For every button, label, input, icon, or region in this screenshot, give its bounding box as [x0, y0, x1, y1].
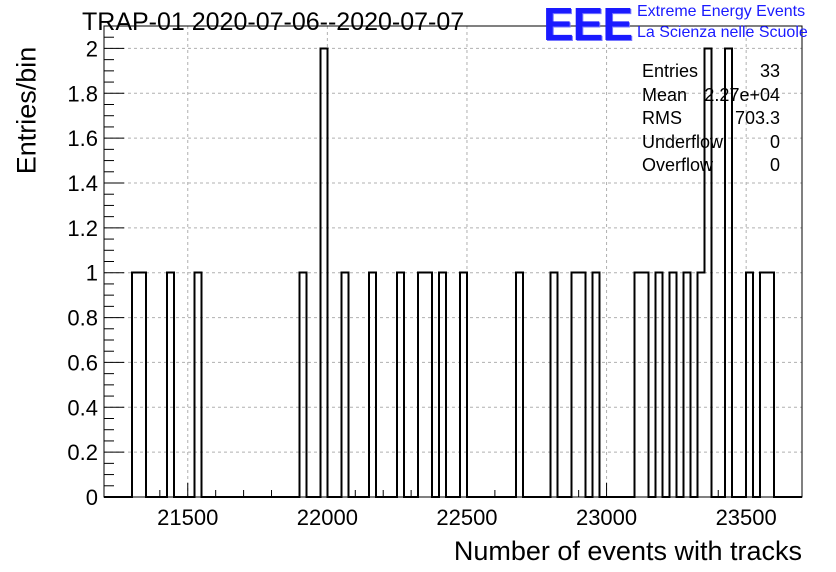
stats-value: 33	[759, 61, 780, 81]
stats-label: Mean	[642, 84, 688, 105]
x-axis-label: Number of events with tracks	[453, 536, 802, 566]
stats-label: Entries	[642, 61, 699, 81]
histogram-outline	[104, 47, 802, 498]
stats-value: 703.3	[734, 108, 780, 128]
y-tick-label: 0.4	[67, 395, 98, 420]
stats-value: 0	[769, 155, 780, 175]
y-tick-label: 1	[86, 261, 98, 286]
y-tick-label: 0.2	[67, 440, 98, 465]
histogram-line	[104, 47, 802, 498]
logo-line-1: Extreme Energy Events	[637, 3, 806, 20]
y-tick-label: 1.4	[67, 171, 98, 196]
y-axis-label: Entries/bin	[11, 46, 42, 175]
logo-line-2: La Scienza nelle Scuole	[637, 24, 808, 41]
stats-label: RMS	[642, 108, 682, 128]
x-tick-label: 22500	[436, 505, 497, 530]
stats-row-entries: Entries 33	[642, 60, 780, 84]
x-tick-label: 23500	[716, 505, 777, 530]
stats-row-mean: Mean 2.27e+04	[642, 84, 780, 108]
stats-row-rms: RMS 703.3	[642, 107, 780, 131]
y-tick-label: 0.6	[67, 350, 98, 375]
stats-box: Entries 33 Mean 2.27e+04 RMS 703.3 Under…	[642, 60, 780, 178]
y-tick-label: 0	[86, 485, 98, 510]
y-tick-label: 1.6	[67, 126, 98, 151]
x-tick-label: 21500	[157, 505, 218, 530]
y-tick-label: 1.8	[67, 81, 98, 106]
eee-logo: EEE	[543, 0, 633, 50]
stats-label: Underflow	[642, 131, 724, 152]
chart-title: TRAP-01 2020-07-06--2020-07-07	[82, 8, 465, 36]
tick-marks	[103, 25, 803, 498]
y-tick-label: 0.8	[67, 306, 98, 331]
stats-label: Overflow	[642, 155, 714, 175]
tick-labels: 21500 22000 22500 23000 23500 0 0.2 0.4 0.6 0.8 1 1…	[67, 36, 776, 530]
y-tick-label: 1.2	[67, 216, 98, 241]
y-tick-label: 2	[86, 36, 98, 61]
grid-lines	[104, 26, 802, 497]
stats-row-overflow: Overflow 0	[642, 154, 780, 178]
stats-value: 0	[769, 131, 780, 152]
stats-value: 2.27e+04	[704, 84, 780, 105]
x-tick-label: 23000	[576, 505, 637, 530]
x-tick-label: 22000	[297, 505, 358, 530]
stats-row-underflow: Underflow 0	[642, 131, 780, 155]
